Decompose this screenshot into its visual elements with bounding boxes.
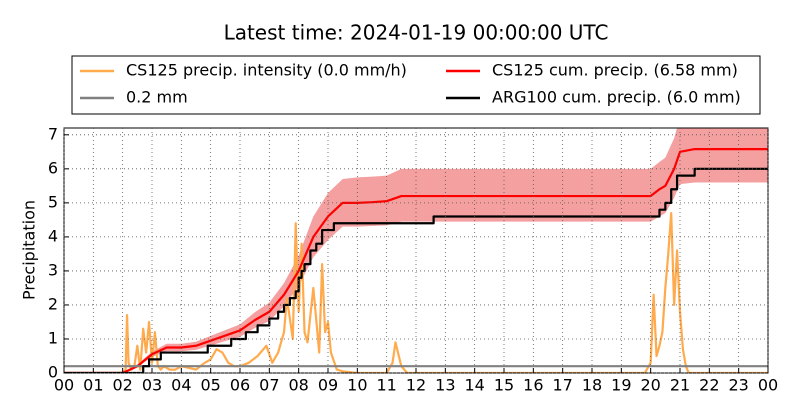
x-tick-label: 03: [142, 376, 162, 395]
x-tick-label: 23: [728, 376, 748, 395]
x-tick-label: 10: [347, 376, 367, 395]
y-tick-label: 3: [48, 260, 58, 279]
x-tick-label: 12: [406, 376, 426, 395]
series-line: [64, 147, 768, 373]
y-tick-label: 2: [48, 294, 58, 313]
x-tick-label: 14: [464, 376, 484, 395]
x-tick-label: 17: [552, 376, 572, 395]
x-tick-label: 22: [699, 376, 719, 395]
y-tick-label: 1: [48, 328, 58, 347]
y-axis-label: Precipitation: [20, 200, 39, 300]
y-tick-label: 5: [48, 192, 58, 211]
x-tick-label: 15: [494, 376, 514, 395]
x-tick-label: 01: [83, 376, 103, 395]
x-tick-label: 08: [288, 376, 308, 395]
x-tick-label: 06: [230, 376, 250, 395]
x-tick-label: 20: [640, 376, 660, 395]
x-tick-label: 07: [259, 376, 279, 395]
legend-label: 0.2 mm: [126, 88, 188, 107]
y-tick-label: 4: [48, 226, 58, 245]
x-tick-label: 02: [112, 376, 132, 395]
series-line: [64, 211, 768, 373]
legend-label: CS125 precip. intensity (0.0 mm/h): [126, 61, 407, 80]
x-tick-label: 19: [611, 376, 631, 395]
x-tick-label: 21: [670, 376, 690, 395]
legend-label: CS125 cum. precip. (6.58 mm): [492, 61, 738, 80]
plot-area: [64, 128, 768, 373]
x-tick-label: 00: [54, 376, 74, 395]
x-tick-label: 16: [523, 376, 543, 395]
x-tick-label: 05: [200, 376, 220, 395]
x-tick-label: 09: [318, 376, 338, 395]
y-tick-label: 0: [48, 363, 58, 382]
legend-box: [71, 55, 761, 115]
chart-title: Latest time: 2024-01-19 00:00:00 UTC: [224, 21, 609, 45]
x-tick-label: 13: [435, 376, 455, 395]
x-tick-label: 04: [171, 376, 191, 395]
legend-label: ARG100 cum. precip. (6.0 mm): [492, 88, 741, 107]
y-tick-label: 7: [48, 124, 58, 143]
uncertainty-band: [64, 128, 768, 373]
x-tick-label: 00: [758, 376, 778, 395]
x-tick-label: 11: [376, 376, 396, 395]
y-tick-label: 6: [48, 158, 58, 177]
x-tick-label: 18: [582, 376, 602, 395]
